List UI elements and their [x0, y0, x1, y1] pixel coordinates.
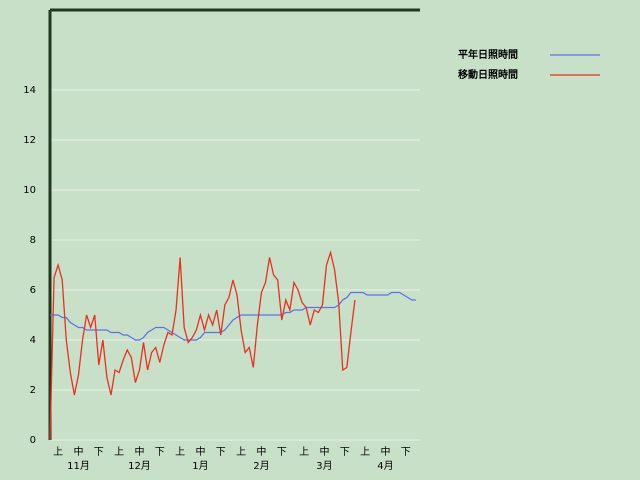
- x-tick-label: 中: [380, 445, 390, 458]
- x-tick-label: 上: [114, 446, 124, 458]
- data-line: [49, 250, 356, 441]
- y-tick-label: 10: [23, 185, 36, 196]
- data-line: [50, 291, 416, 341]
- legend-label: 移動日照時間: [458, 68, 518, 81]
- x-tick-label: 中: [256, 445, 266, 458]
- month-label: 2月: [253, 460, 269, 472]
- y-tick-label: 4: [30, 335, 36, 346]
- y-tick-label: 8: [30, 235, 36, 246]
- x-tick-label: 中: [73, 445, 83, 458]
- y-tick-label: 12: [23, 135, 36, 146]
- x-tick-label: 中: [319, 445, 329, 458]
- month-label: 3月: [316, 460, 332, 472]
- y-tick-label: 2: [30, 385, 36, 396]
- month-label: 12月: [128, 460, 151, 472]
- y-tick-label: 14: [23, 85, 36, 96]
- x-tick-label: 中: [195, 445, 205, 458]
- x-tick-label: 下: [155, 447, 165, 458]
- month-label: 1月: [192, 460, 208, 472]
- x-tick-label: 中: [134, 445, 144, 458]
- x-tick-label: 下: [277, 447, 287, 458]
- x-tick-label: 下: [216, 447, 226, 458]
- x-tick-label: 下: [94, 447, 104, 458]
- legend-label: 平年日照時間: [458, 48, 518, 61]
- x-tick-label: 上: [299, 446, 309, 458]
- month-label: 4月: [377, 460, 393, 472]
- month-label: 11月: [67, 460, 90, 472]
- x-tick-label: 上: [175, 446, 185, 458]
- y-tick-label: 0: [30, 435, 36, 446]
- x-tick-label: 下: [340, 447, 350, 458]
- x-tick-label: 下: [401, 447, 411, 458]
- x-tick-label: 上: [236, 446, 246, 458]
- y-tick-label: 6: [30, 285, 36, 296]
- x-tick-label: 上: [360, 446, 370, 458]
- x-tick-label: 上: [53, 446, 63, 458]
